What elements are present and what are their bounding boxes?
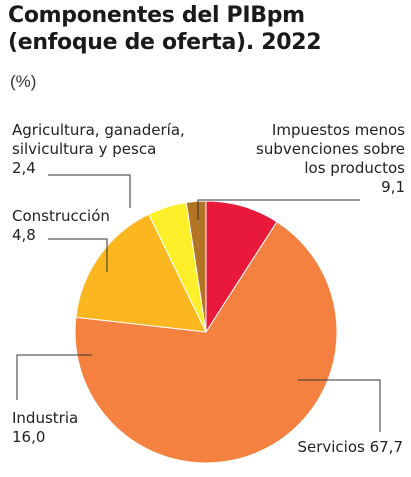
slice-label-servicios: Servicios 67,7 — [297, 438, 403, 457]
leader-line-industria — [16, 354, 92, 400]
slice-value-industria: 16,0 — [12, 428, 46, 446]
slice-value-construccion: 4,8 — [12, 226, 36, 244]
chart-title-line-2: (enfoque de oferta). 2022 — [8, 30, 322, 55]
slice-value-impuestos: 9,1 — [381, 178, 405, 196]
slice-name-agricultura-line-1: Agricultura, ganadería, — [12, 121, 185, 139]
slice-name-and-value-servicios: Servicios 67,7 — [297, 438, 403, 457]
slice-label-construccion: Construcción 4,8 — [12, 207, 110, 245]
slice-name-servicios: Servicios — [297, 438, 365, 456]
slice-name-impuestos-line-1: Impuestos menos — [271, 121, 405, 139]
slice-value-servicios: 67,7 — [369, 438, 403, 456]
leader-line-agricultura — [48, 174, 131, 208]
slice-name-impuestos-line-3: los productos — [304, 159, 405, 177]
leader-line-impuestos — [197, 199, 360, 220]
pie-slice-agricultura — [185, 200, 207, 333]
pie-slice-servicios — [74, 221, 338, 464]
slice-name-impuestos-line-2: subvenciones sobre — [256, 140, 405, 158]
slice-label-agricultura: Agricultura, ganadería, silvicultura y p… — [12, 121, 185, 178]
chart-title-line-1: Componentes del PIBpm — [8, 3, 305, 28]
leader-line-construccion — [48, 238, 108, 272]
slice-value-agricultura: 2,4 — [12, 159, 36, 177]
slice-name-construccion: Construcción — [12, 207, 110, 225]
slice-label-industria: Industria 16,0 — [12, 409, 78, 447]
leader-line-servicios — [298, 379, 381, 432]
slice-name-agricultura-line-2: silvicultura y pesca — [12, 140, 157, 158]
slice-label-impuestos: Impuestos menos subvenciones sobre los p… — [256, 121, 405, 197]
chart-title: Componentes del PIBpm (enfoque de oferta… — [8, 2, 408, 56]
pie-slice-industria — [75, 213, 207, 333]
unit-label: (%) — [10, 72, 37, 91]
slice-name-industria: Industria — [12, 409, 79, 427]
